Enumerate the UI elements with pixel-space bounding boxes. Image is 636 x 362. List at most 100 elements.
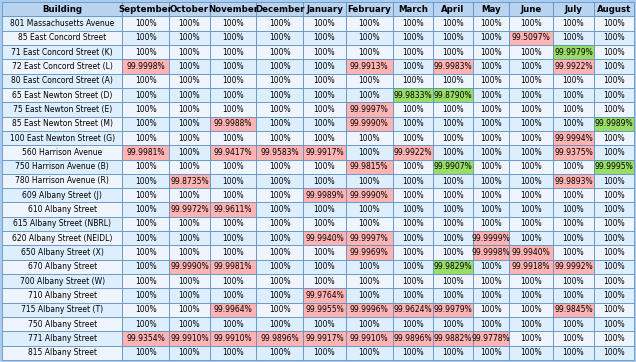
Bar (345, 131, 392, 145)
Text: 100%: 100% (442, 134, 464, 143)
Text: 100%: 100% (442, 248, 464, 257)
Text: 85 East Newton Street (M): 85 East Newton Street (M) (11, 119, 113, 128)
Text: 100%: 100% (358, 262, 380, 272)
Bar (169, 160, 210, 174)
Text: 72 East Concord Street (L): 72 East Concord Street (L) (12, 62, 113, 71)
Bar (2, 131, 122, 145)
Bar (509, 131, 553, 145)
Text: 100%: 100% (222, 291, 244, 300)
Bar (169, 45, 210, 59)
Bar (473, 202, 509, 217)
Text: 100%: 100% (603, 76, 625, 85)
Text: 100%: 100% (520, 148, 542, 157)
Bar (433, 59, 473, 73)
Text: 100%: 100% (563, 162, 584, 171)
Text: 100%: 100% (480, 76, 502, 85)
Bar (345, 303, 392, 317)
Text: 99.9972%: 99.9972% (170, 205, 209, 214)
Text: 100%: 100% (442, 205, 464, 214)
Bar (345, 260, 392, 274)
Bar (509, 102, 553, 117)
Bar (473, 145, 509, 160)
Text: 100%: 100% (179, 248, 200, 257)
Bar (553, 131, 593, 145)
Bar (303, 131, 345, 145)
Text: 100%: 100% (402, 177, 424, 185)
Bar (210, 102, 256, 117)
Text: 801 Massachusetts Avenue: 801 Massachusetts Avenue (10, 19, 114, 28)
Text: 100%: 100% (563, 191, 584, 200)
Text: 100%: 100% (520, 90, 542, 100)
Text: 100%: 100% (358, 48, 380, 56)
Text: 100%: 100% (314, 162, 335, 171)
Text: 100%: 100% (442, 177, 464, 185)
Bar (303, 45, 345, 59)
Text: 100%: 100% (520, 134, 542, 143)
Bar (473, 31, 509, 45)
Bar (473, 16, 509, 31)
Text: 100%: 100% (603, 348, 625, 357)
Bar (345, 160, 392, 174)
Text: 100%: 100% (603, 48, 625, 56)
Bar (553, 31, 593, 45)
Text: 99.9964%: 99.9964% (214, 306, 252, 314)
Text: 100%: 100% (135, 219, 156, 228)
Bar (433, 174, 473, 188)
Text: 100%: 100% (603, 105, 625, 114)
Text: 100%: 100% (135, 119, 156, 128)
Bar (593, 231, 634, 245)
Text: 100%: 100% (563, 334, 584, 343)
Bar (345, 31, 392, 45)
Bar (303, 88, 345, 102)
Text: 100%: 100% (480, 134, 502, 143)
Bar (169, 31, 210, 45)
Bar (473, 331, 509, 346)
Text: 710 Albany Street: 710 Albany Street (27, 291, 97, 300)
Bar (553, 16, 593, 31)
Bar (169, 188, 210, 202)
Text: 100%: 100% (520, 219, 542, 228)
Text: 100%: 100% (563, 234, 584, 243)
Bar (593, 174, 634, 188)
Bar (553, 260, 593, 274)
Text: 100%: 100% (603, 134, 625, 143)
Bar (303, 317, 345, 331)
Text: 100%: 100% (402, 219, 424, 228)
Text: 100%: 100% (135, 33, 156, 42)
Bar (2, 245, 122, 260)
Text: 100%: 100% (563, 90, 584, 100)
Bar (553, 45, 593, 59)
Bar (169, 274, 210, 289)
Bar (210, 131, 256, 145)
Text: 99.9998%: 99.9998% (472, 248, 511, 257)
Text: 100%: 100% (480, 277, 502, 286)
Bar (169, 331, 210, 346)
Bar (122, 88, 169, 102)
Text: 100%: 100% (314, 320, 335, 329)
Text: 100%: 100% (269, 320, 291, 329)
Text: Building: Building (42, 5, 82, 14)
Bar (2, 260, 122, 274)
Bar (122, 289, 169, 303)
Text: 100%: 100% (442, 148, 464, 157)
Text: 100%: 100% (314, 119, 335, 128)
Bar (345, 217, 392, 231)
Text: 99.9996%: 99.9996% (350, 306, 389, 314)
Text: 99.9979%: 99.9979% (434, 306, 473, 314)
Bar (553, 2, 593, 16)
Bar (122, 260, 169, 274)
Text: 100%: 100% (358, 90, 380, 100)
Bar (256, 102, 303, 117)
Text: 100%: 100% (358, 219, 380, 228)
Text: 100%: 100% (603, 262, 625, 272)
Text: 99.9896%: 99.9896% (261, 334, 299, 343)
Text: 99.9907%: 99.9907% (434, 162, 473, 171)
Text: March: March (398, 5, 427, 14)
Text: 100%: 100% (520, 62, 542, 71)
Bar (345, 202, 392, 217)
Bar (169, 245, 210, 260)
Bar (433, 260, 473, 274)
Text: 100%: 100% (135, 90, 156, 100)
Bar (345, 145, 392, 160)
Text: 85 East Concord Street: 85 East Concord Street (18, 33, 106, 42)
